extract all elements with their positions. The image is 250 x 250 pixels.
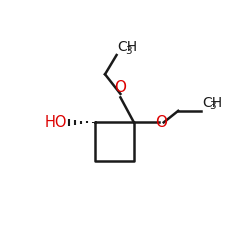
Text: HO: HO [45, 115, 67, 130]
Text: CH: CH [118, 40, 138, 54]
Text: CH: CH [202, 96, 222, 110]
Text: 3: 3 [125, 46, 132, 56]
Text: O: O [155, 115, 167, 130]
Text: 3: 3 [210, 102, 216, 112]
Text: O: O [114, 80, 126, 96]
